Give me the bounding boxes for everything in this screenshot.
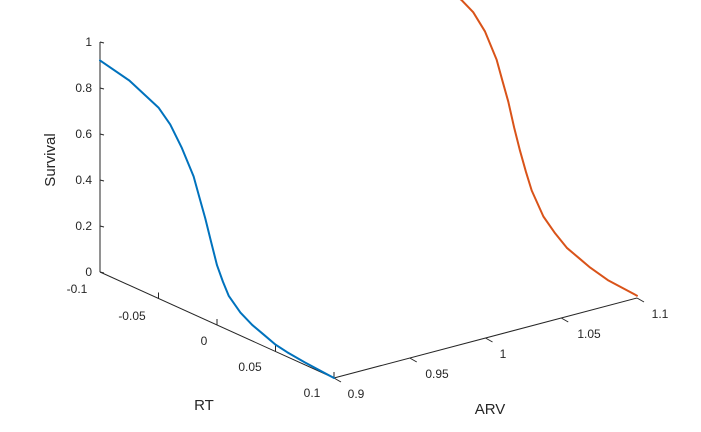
y-tick-label: 0.9 (348, 387, 365, 401)
z-tick-mark (99, 87, 105, 90)
y-tick-mark (485, 337, 493, 343)
z-tick-label: 0.4 (75, 173, 92, 187)
z-tick-label: 1 (85, 35, 92, 49)
y-axis-title: ARV (475, 401, 506, 418)
z-axis-title: Survival (42, 133, 59, 186)
x-tick-label: -0.1 (67, 282, 88, 296)
z-tick-label: 0.8 (75, 81, 92, 95)
y-tick-label: 1.05 (577, 327, 601, 341)
z-tick-mark (99, 179, 105, 182)
y-tick-mark (409, 357, 417, 363)
z-tick-mark (99, 225, 105, 228)
x-axis-title: RT (194, 397, 214, 414)
y-tick-mark (333, 377, 342, 383)
x-axis: -0.1 -0.05 0 0.05 0.1 RT (67, 266, 335, 414)
x-tick-label: -0.05 (118, 309, 146, 323)
y-tick-mark (561, 317, 569, 323)
series-line-1 (459, 0, 638, 297)
x-tick-label: 0.1 (304, 386, 321, 400)
y-tick-label: 1.1 (652, 307, 669, 321)
z-tick-label: 0 (85, 265, 92, 279)
z-tick-label: 0.6 (75, 127, 92, 141)
series-layer (99, 0, 638, 379)
x-tick-label: 0 (201, 334, 208, 348)
z-tick-mark (99, 133, 105, 136)
y-axis: 0.9 0.95 1 1.05 1.1 ARV (333, 297, 669, 418)
y-tick-label: 0.95 (425, 367, 449, 381)
z-tick-label: 0.2 (75, 219, 92, 233)
z-axis: 0 0.2 0.4 0.6 0.8 1 Survival (42, 35, 105, 279)
series-line-0 (99, 59, 335, 379)
z-tick-mark (99, 41, 105, 44)
x-tick-label: 0.05 (238, 360, 262, 374)
y-tick-mark (636, 297, 645, 303)
y-tick-label: 1 (500, 347, 507, 361)
